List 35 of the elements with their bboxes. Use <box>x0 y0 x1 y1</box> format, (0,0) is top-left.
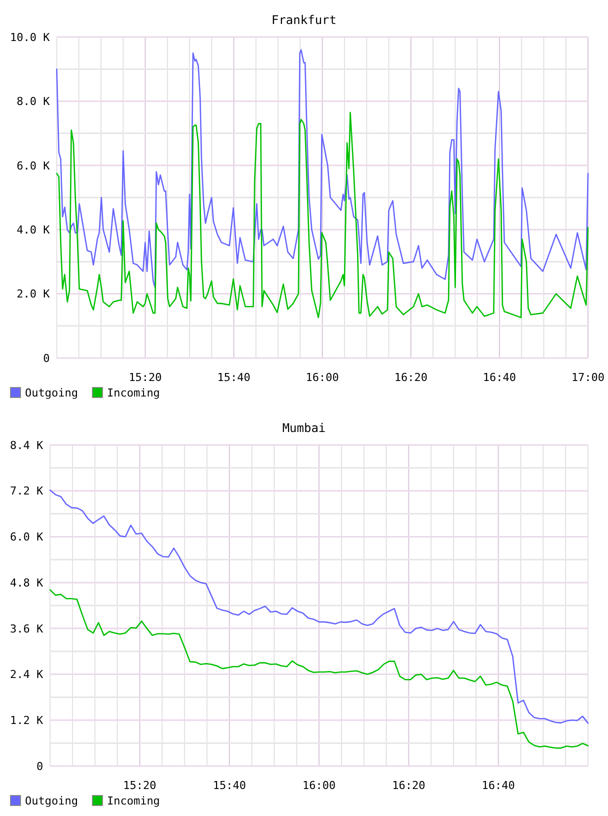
y-tick-label: 10.0 K <box>10 30 50 44</box>
y-tick-label: 2.0 K <box>16 288 50 301</box>
y-tick-label: 4.8 K <box>10 576 44 590</box>
chart-title: Mumbai <box>282 421 326 435</box>
chart-title: Frankfurt <box>271 13 337 27</box>
x-tick-label: 16:00 <box>302 779 336 792</box>
y-tick-label: 6.0 K <box>10 530 44 544</box>
y-tick-label: 7.2 K <box>10 484 44 498</box>
y-tick-label: 6.0 K <box>16 159 50 172</box>
x-tick-label: 15:20 <box>123 779 156 792</box>
legend-label: Outgoing <box>25 386 78 400</box>
legend-label: Incoming <box>106 386 160 400</box>
x-tick-label: 15:20 <box>128 371 162 384</box>
line-series <box>56 112 589 318</box>
line-series <box>56 49 589 288</box>
line-series <box>49 489 589 724</box>
x-tick-label: 15:40 <box>217 371 250 384</box>
x-tick-label: 16:20 <box>392 779 426 792</box>
x-tick-label: 16:40 <box>482 371 516 384</box>
y-tick-label: 3.6 K <box>10 622 44 636</box>
y-tick-label: 2.4 K <box>10 668 44 682</box>
x-tick-label: 16:00 <box>306 371 339 384</box>
y-tick-label: 8.4 K <box>10 438 44 452</box>
legend-label: Outgoing <box>25 794 78 808</box>
x-tick-label: 16:20 <box>394 371 428 384</box>
y-tick-label: 0 <box>43 352 50 365</box>
y-tick-label: 8.0 K <box>16 95 50 108</box>
x-tick-label: 15:40 <box>212 779 246 792</box>
y-tick-label: 1.2 K <box>10 714 44 727</box>
y-tick-label: 4.0 K <box>16 223 50 236</box>
line-series <box>49 589 589 749</box>
x-tick-label: 17:00 <box>571 371 605 384</box>
legend-label: Incoming <box>106 794 160 808</box>
x-tick-label: 16:40 <box>482 779 515 792</box>
y-tick-label: 0 <box>36 760 44 773</box>
